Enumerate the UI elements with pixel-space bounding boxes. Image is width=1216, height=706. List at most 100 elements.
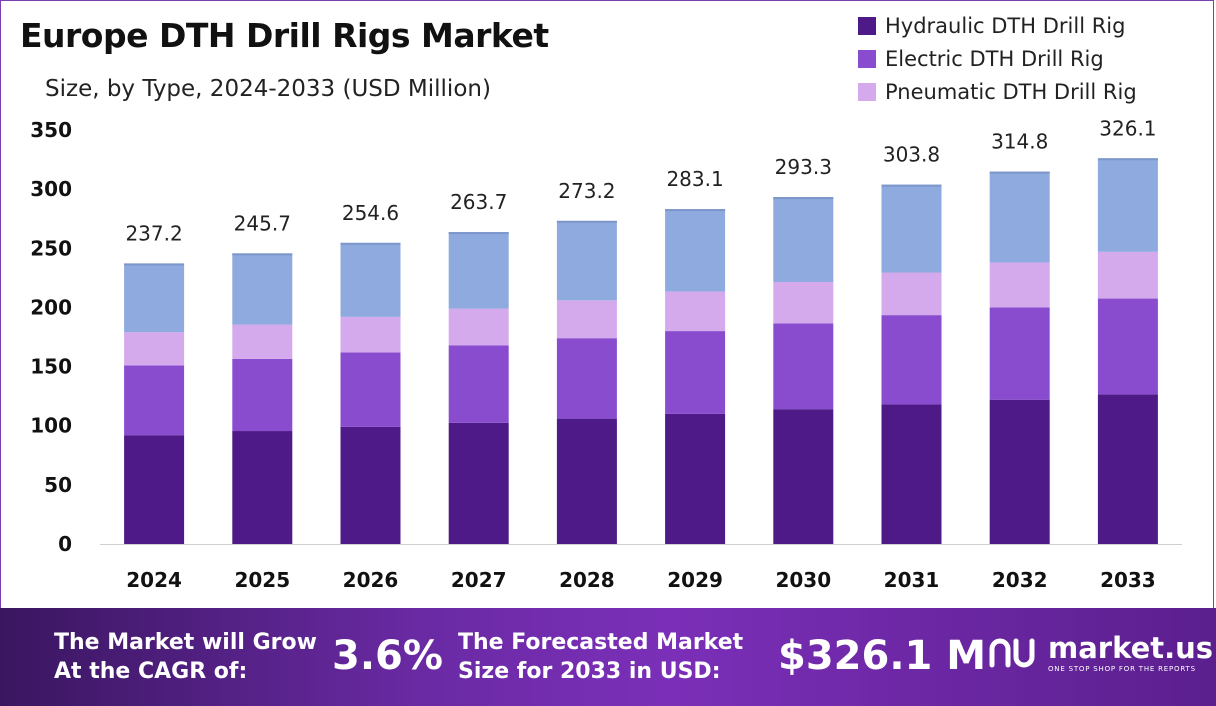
bar-segment bbox=[881, 184, 942, 273]
bar-segment bbox=[881, 315, 942, 405]
bar-segment bbox=[773, 281, 834, 324]
bar-segment bbox=[448, 422, 509, 544]
chart-subtitle: Size, by Type, 2024-2033 (USD Million) bbox=[45, 76, 491, 102]
bar-total-label: 237.2 bbox=[125, 221, 182, 245]
y-tick-label: 200 bbox=[30, 295, 72, 319]
bar-segment bbox=[340, 426, 401, 544]
bar-segment bbox=[448, 345, 509, 423]
chart-legend: Hydraulic DTH Drill Rig Electric DTH Dri… bbox=[858, 9, 1137, 108]
forecast-value: $326.1 M bbox=[778, 633, 987, 679]
forecast-label-line1: The Forecasted Market bbox=[458, 630, 744, 655]
bar-segment bbox=[124, 263, 185, 333]
bar-total-label: 273.2 bbox=[558, 179, 615, 203]
bar-total-label: 263.7 bbox=[450, 190, 507, 214]
legend-item-hydraulic: Hydraulic DTH Drill Rig bbox=[858, 9, 1137, 42]
bar-top-edge bbox=[989, 171, 1050, 174]
bar-total-label: 326.1 bbox=[1099, 116, 1156, 140]
bar-segment bbox=[773, 323, 834, 410]
x-tick-label: 2026 bbox=[343, 568, 399, 592]
bar-total-label: 293.3 bbox=[775, 155, 832, 179]
bar-top-edge bbox=[448, 232, 509, 235]
y-tick-label: 0 bbox=[58, 532, 72, 556]
bar-total-label: 245.7 bbox=[234, 211, 291, 235]
bar-segment bbox=[124, 365, 185, 436]
bar-segment bbox=[448, 232, 509, 309]
y-tick-label: 150 bbox=[30, 355, 72, 379]
bar-top-edge bbox=[556, 220, 617, 223]
x-tick-label: 2028 bbox=[559, 568, 615, 592]
cagr-label-line1: The Market will Grow bbox=[54, 630, 317, 655]
bar-segment bbox=[556, 300, 617, 339]
bar-segment bbox=[773, 197, 834, 282]
legend-swatch-hydraulic bbox=[858, 16, 876, 35]
bar-top-edge bbox=[665, 209, 726, 212]
bar-segment bbox=[556, 220, 617, 301]
legend-label-pneumatic: Pneumatic DTH Drill Rig bbox=[885, 79, 1137, 104]
bar-segment bbox=[340, 352, 401, 427]
bar-segment bbox=[665, 291, 726, 332]
cagr-value: 3.6% bbox=[332, 633, 443, 679]
brand-logo: market.us ONE STOP SHOP FOR THE REPORTS bbox=[988, 633, 1213, 673]
x-tick-label: 2032 bbox=[992, 568, 1048, 592]
bar-segment bbox=[340, 242, 401, 317]
brand-name: market.us bbox=[1048, 631, 1214, 665]
legend-label-hydraulic: Hydraulic DTH Drill Rig bbox=[885, 13, 1126, 38]
legend-item-electric: Electric DTH Drill Rig bbox=[858, 42, 1137, 75]
x-tick-label: 2027 bbox=[451, 568, 507, 592]
y-tick-label: 100 bbox=[30, 414, 72, 438]
bar-segment bbox=[881, 272, 942, 316]
bar-segment bbox=[232, 431, 293, 544]
bar-segment bbox=[989, 399, 1050, 544]
forecast-label: The Forecasted Market Size for 2033 in U… bbox=[458, 628, 743, 686]
market-us-logo-icon bbox=[989, 638, 1035, 668]
x-tick-label: 2031 bbox=[884, 568, 940, 592]
brand-tagline: ONE STOP SHOP FOR THE REPORTS bbox=[1048, 665, 1196, 673]
bar-segment bbox=[232, 324, 293, 359]
bar-segment bbox=[448, 308, 509, 346]
bar-segment bbox=[665, 209, 726, 292]
bar-top-edge bbox=[124, 263, 185, 266]
bar-total-label: 254.6 bbox=[342, 201, 399, 225]
x-tick-label: 2033 bbox=[1100, 568, 1156, 592]
x-tick-label: 2030 bbox=[775, 568, 831, 592]
bar-segment bbox=[1097, 251, 1158, 299]
bar-top-edge bbox=[881, 184, 942, 187]
legend-label-electric: Electric DTH Drill Rig bbox=[885, 46, 1104, 71]
bar-segment bbox=[232, 253, 293, 325]
bar-total-label: 283.1 bbox=[666, 167, 723, 191]
legend-swatch-electric bbox=[858, 49, 876, 68]
x-tick-label: 2029 bbox=[667, 568, 723, 592]
legend-swatch-pneumatic bbox=[858, 82, 876, 101]
legend-item-pneumatic: Pneumatic DTH Drill Rig bbox=[858, 75, 1137, 108]
chart-title: Europe DTH Drill Rigs Market bbox=[20, 16, 549, 55]
cagr-label: The Market will Grow At the CAGR of: bbox=[54, 628, 317, 686]
bar-segment bbox=[340, 316, 401, 353]
y-tick-label: 350 bbox=[30, 118, 72, 142]
bar-segment bbox=[773, 409, 834, 544]
bar-segment bbox=[124, 332, 185, 366]
bar-segment bbox=[556, 418, 617, 544]
bar-segment bbox=[881, 404, 942, 544]
bar-segment bbox=[665, 331, 726, 414]
bar-total-label: 303.8 bbox=[883, 143, 940, 167]
bar-top-edge bbox=[340, 242, 401, 245]
y-tick-label: 50 bbox=[44, 473, 72, 497]
chart-plot-area: 0 50 100 150 200 250 300 350 237.2 2024 245.7 2025 2… bbox=[30, 116, 1182, 592]
bar-segment bbox=[232, 358, 293, 432]
y-tick-label: 300 bbox=[30, 177, 72, 201]
bar-top-edge bbox=[773, 197, 834, 200]
bar-top-edge bbox=[1097, 158, 1158, 161]
bar-top-edge bbox=[232, 253, 293, 256]
bar-segment bbox=[1097, 158, 1158, 252]
summary-banner: The Market will Grow At the CAGR of: 3.6… bbox=[0, 608, 1216, 706]
bar-segment bbox=[989, 307, 1050, 400]
bar-segment bbox=[665, 413, 726, 544]
x-tick-label: 2025 bbox=[234, 568, 290, 592]
x-tick-label: 2024 bbox=[126, 568, 182, 592]
bar-segment bbox=[1097, 298, 1158, 395]
bar-segment bbox=[989, 171, 1050, 263]
forecast-label-line2: Size for 2033 in USD: bbox=[458, 659, 721, 684]
bar-segment bbox=[1097, 394, 1158, 544]
bar-segment bbox=[989, 262, 1050, 308]
bar-total-label: 314.8 bbox=[991, 130, 1048, 154]
